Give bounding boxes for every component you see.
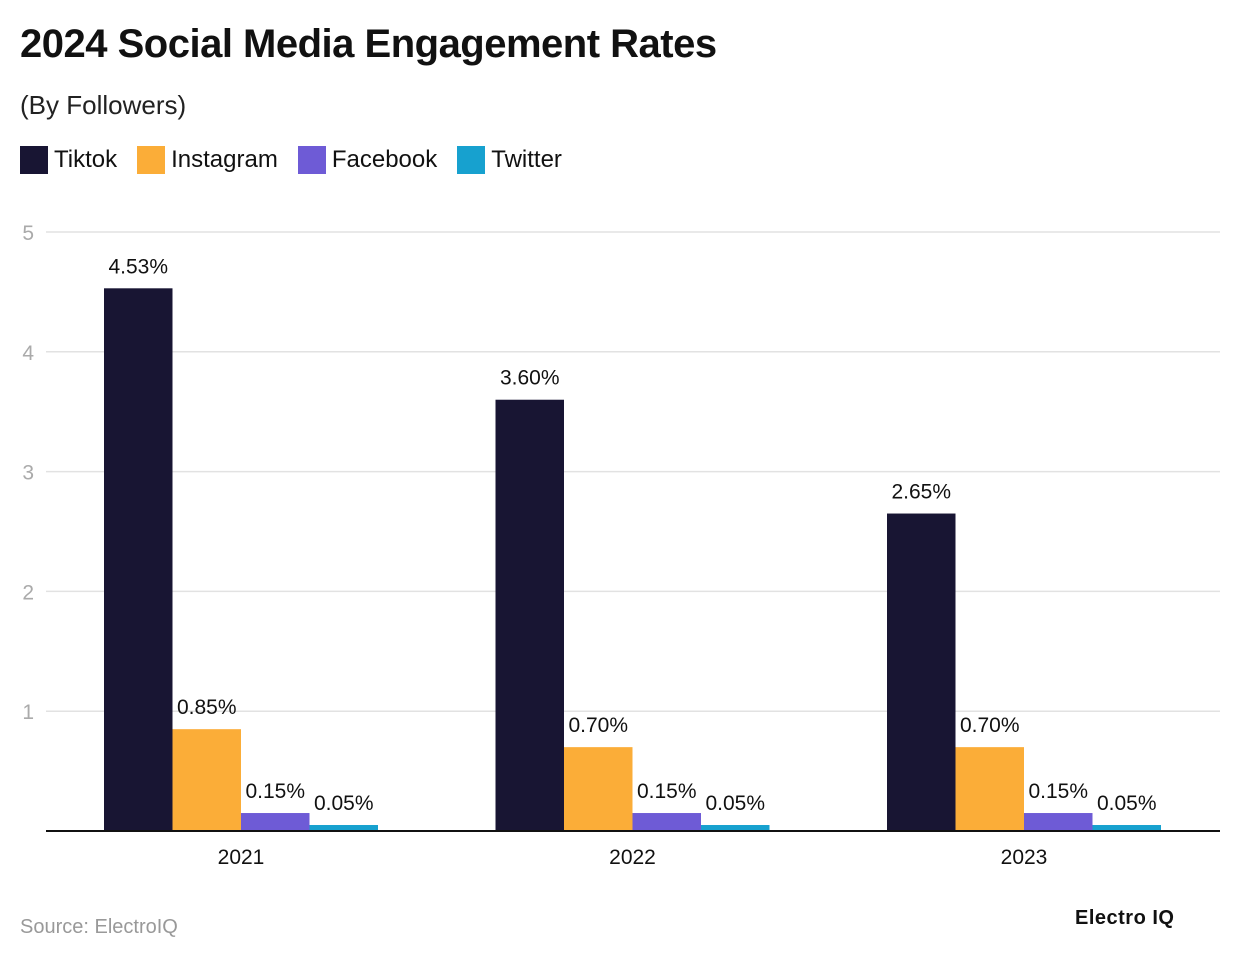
data-label: 0.15% [245, 780, 305, 803]
data-label: 0.85% [177, 696, 237, 719]
data-label: 0.15% [637, 780, 697, 803]
bar-instagram-2023 [955, 747, 1024, 831]
brand-logo: Electro IQ [1075, 907, 1175, 929]
chart-title: 2024 Social Media Engagement Rates [20, 22, 717, 66]
y-tick-label: 4 [22, 342, 34, 365]
y-tick-label: 3 [22, 462, 34, 485]
bar-tiktok-2022 [495, 399, 564, 831]
legend-label: Tiktok [54, 146, 118, 173]
bar-facebook-2021 [241, 813, 310, 831]
bar-twitter-2021 [309, 825, 378, 831]
chart-subtitle: (By Followers) [20, 90, 187, 120]
legend-item-instagram: Instagram [137, 146, 278, 174]
legend-item-facebook: Facebook [297, 146, 438, 174]
bar-instagram-2022 [564, 747, 633, 831]
x-tick-label: 2022 [609, 846, 656, 869]
bar-tiktok-2021 [104, 288, 173, 831]
bar-tiktok-2023 [887, 513, 956, 831]
legend-item-twitter: Twitter [457, 146, 562, 174]
data-label: 0.70% [960, 714, 1020, 737]
legend-swatch [297, 146, 326, 174]
data-label: 4.53% [108, 255, 168, 278]
legend-item-tiktok: Tiktok [20, 146, 117, 174]
x-tick-label: 2023 [1001, 846, 1048, 869]
legend: Tiktok Instagram Facebook Twitter [20, 146, 562, 174]
y-tick-label: 2 [22, 581, 34, 604]
x-tick-label: 2021 [218, 846, 265, 869]
bar-instagram-2021 [172, 729, 241, 831]
legend-label: Facebook [331, 146, 438, 173]
legend-swatch [137, 146, 166, 174]
legend-swatch [457, 146, 486, 174]
data-label: 0.05% [1097, 792, 1157, 815]
data-label: 0.15% [1028, 780, 1088, 803]
data-label: 2.65% [891, 481, 951, 504]
data-label: 0.05% [314, 792, 374, 815]
y-tick-label: 5 [22, 222, 34, 245]
legend-label: Twitter [491, 146, 562, 173]
data-label: 0.05% [705, 792, 765, 815]
bar-facebook-2022 [632, 813, 701, 831]
y-tick-label: 1 [22, 701, 34, 724]
data-label: 0.70% [568, 714, 628, 737]
data-label: 3.60% [500, 367, 560, 390]
source-note: Source: ElectroIQ [20, 916, 178, 938]
bar-twitter-2022 [701, 825, 770, 831]
legend-label: Instagram [171, 146, 278, 173]
bar-twitter-2023 [1092, 825, 1161, 831]
bar-facebook-2023 [1024, 813, 1093, 831]
legend-swatch [20, 146, 48, 174]
